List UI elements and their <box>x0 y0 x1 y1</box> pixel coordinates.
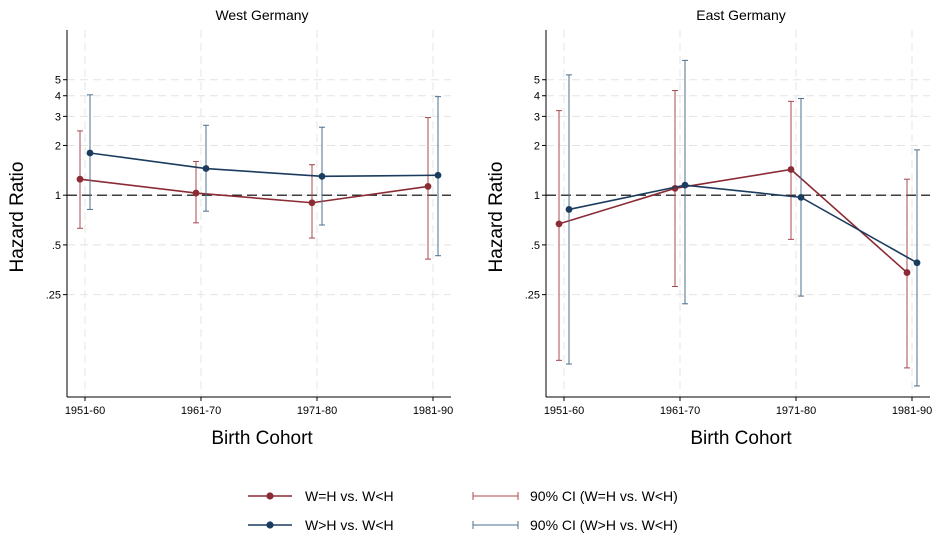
x-tick-label: 1981-90 <box>413 405 453 417</box>
series-line <box>568 184 918 264</box>
data-point <box>913 259 921 267</box>
y-tick-label: 2 <box>55 140 61 152</box>
series-line <box>89 152 439 178</box>
legend-label: 90% CI (W>H vs. W<H) <box>530 517 678 533</box>
legend-item-whe-estimate: W=H vs. W<H <box>248 488 394 504</box>
x-tick-label: 1981-90 <box>892 405 932 417</box>
panel-east-germany: East Germany Hazard Ratio Birth Cohort .… <box>486 7 932 449</box>
series-1 <box>555 90 911 369</box>
data-point <box>555 220 563 228</box>
data-point <box>681 181 689 189</box>
y-tick-label: 1 <box>534 190 540 202</box>
data-point <box>797 193 805 201</box>
x-tick-label: 1951-60 <box>65 405 105 417</box>
series-1 <box>76 117 432 260</box>
data-point <box>202 165 210 172</box>
data-point <box>192 189 200 197</box>
y-axis-title: Hazard Ratio <box>7 162 28 273</box>
series-line <box>558 168 908 274</box>
y-tick-label: 3 <box>55 111 61 123</box>
data-point <box>76 175 84 183</box>
x-tick-label: 1961-70 <box>181 405 221 417</box>
data-point <box>308 199 316 207</box>
panel-title: East Germany <box>696 7 785 23</box>
x-tick-label: 1961-70 <box>660 405 700 417</box>
panel-title: West Germany <box>215 7 308 23</box>
series-2 <box>86 94 442 257</box>
y-tick-label: 3 <box>534 111 540 123</box>
data-point <box>86 149 94 157</box>
plot-area <box>67 94 451 260</box>
y-tick-label: .5 <box>531 240 540 252</box>
legend-label: 90% CI (W=H vs. W<H) <box>530 488 678 504</box>
data-point <box>434 171 442 179</box>
y-tick-label: 5 <box>55 75 61 87</box>
y-tick-label: 2 <box>534 140 540 152</box>
y-tick-label: 4 <box>55 91 61 103</box>
legend-item-wgh-estimate: W>H vs. W<H <box>248 517 394 533</box>
data-point <box>787 166 795 173</box>
legend-item-whe-ci: 90% CI (W=H vs. W<H) <box>472 488 678 504</box>
y-tick-label: 1 <box>55 190 61 202</box>
y-tick-label: .25 <box>46 290 61 302</box>
x-axis-title: Birth Cohort <box>211 428 313 449</box>
y-axis-title: Hazard Ratio <box>486 162 507 273</box>
legend-swatch-marker <box>266 492 274 500</box>
data-point <box>318 172 326 180</box>
plot-area <box>546 59 930 387</box>
data-point <box>903 269 911 276</box>
series-2 <box>565 59 921 387</box>
legend: W=H vs. W<H 90% CI (W=H vs. W<H) W>H vs.… <box>248 488 678 533</box>
data-point <box>565 206 573 213</box>
y-tick-label: .25 <box>525 290 540 302</box>
x-tick-label: 1971-80 <box>297 405 337 417</box>
y-tick-label: 5 <box>534 75 540 87</box>
legend-label: W>H vs. W<H <box>305 517 394 533</box>
legend-label: W=H vs. W<H <box>305 488 394 504</box>
legend-item-wgh-ci: 90% CI (W>H vs. W<H) <box>472 517 678 533</box>
y-tick-label: 4 <box>534 91 540 103</box>
y-tick-label: .5 <box>52 240 61 252</box>
x-tick-label: 1951-60 <box>544 405 584 417</box>
panel-west-germany: West Germany Hazard Ratio Birth Cohort .… <box>7 7 453 449</box>
x-axis-title: Birth Cohort <box>690 428 792 449</box>
legend-swatch-marker <box>266 521 274 529</box>
data-point <box>424 183 432 190</box>
series-line <box>79 178 429 204</box>
x-tick-label: 1971-80 <box>776 405 816 417</box>
